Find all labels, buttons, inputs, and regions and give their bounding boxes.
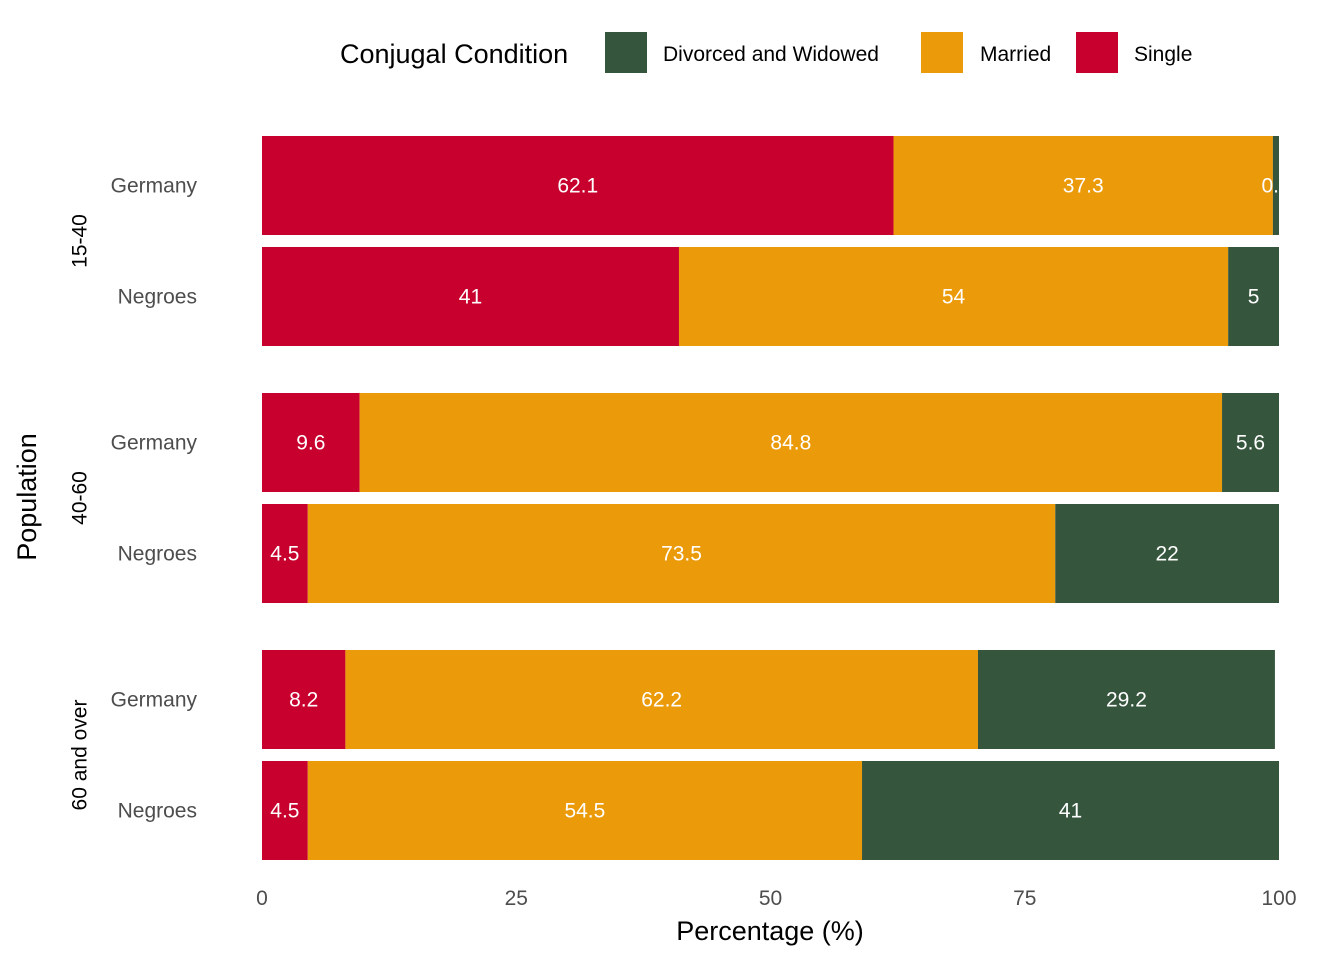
bar-label-60-and-over-germany-single: 8.2 <box>289 689 318 712</box>
plot-area: 62.1 37.3 0. 41 54 5 9.6 84.8 5.6 4.5 73.5 22 8.2 62.… <box>262 136 1279 860</box>
x-tick-0: 0 <box>256 887 268 910</box>
legend-label-divorced-and-widowed: Divorced and Widowed <box>663 43 879 66</box>
bar-60-and-over-negroes-single <box>262 761 308 860</box>
legend-label-single: Single <box>1134 43 1192 66</box>
bar-label-40-60-negroes-married: 73.5 <box>661 543 702 566</box>
y-axis: 15-40 Germany Negroes 40-60 Germany Negroes 60… <box>68 175 197 823</box>
bar-label-15-40-negroes-single: 41 <box>459 286 482 309</box>
x-tick-100: 100 <box>1261 887 1296 910</box>
bar-60-and-over-germany-single <box>262 650 346 749</box>
bar-label-60-and-over-negroes-divorced-and-widowed: 41 <box>1059 800 1082 823</box>
bar-label-40-60-germany-divorced-and-widowed: 5.6 <box>1236 432 1265 455</box>
bar-15-40-germany-married <box>893 136 1273 235</box>
bar-40-60-germany-single <box>262 393 360 492</box>
category-label-40-60-negroes: Negroes <box>118 543 197 566</box>
legend-swatch-married <box>921 32 963 73</box>
category-label-40-60-germany: Germany <box>111 432 198 455</box>
legend-title: Conjugal Condition <box>340 39 568 69</box>
bar-40-60-negroes-single <box>262 504 308 603</box>
bar-15-40-negroes-single <box>262 247 679 346</box>
bar-60-and-over-germany-married <box>345 650 978 749</box>
category-label-15-40-negroes: Negroes <box>118 286 197 309</box>
bar-label-15-40-germany-divorced-and-widowed: 0. <box>1261 175 1279 198</box>
group-label-15-40: 15-40 <box>68 214 91 268</box>
bar-60-and-over-germany-divorced-and-widowed <box>977 650 1275 749</box>
bar-label-60-and-over-negroes-single: 4.5 <box>270 800 299 823</box>
category-label-60-and-over-negroes: Negroes <box>118 800 197 823</box>
bar-label-40-60-germany-single: 9.6 <box>296 432 325 455</box>
bar-label-15-40-germany-married: 37.3 <box>1063 175 1104 198</box>
bar-label-60-and-over-negroes-married: 54.5 <box>564 800 605 823</box>
x-tick-50: 50 <box>759 887 782 910</box>
bar-60-and-over-negroes-divorced-and-widowed <box>862 761 1279 860</box>
x-tick-75: 75 <box>1013 887 1036 910</box>
group-label-40-60: 40-60 <box>68 471 91 525</box>
legend: Conjugal Condition Divorced and Widowed M… <box>340 32 1192 73</box>
x-axis: 0 25 50 75 100 <box>256 887 1296 910</box>
bar-label-15-40-negroes-divorced-and-widowed: 5 <box>1248 286 1260 309</box>
bar-15-40-germany-divorced-and-widowed <box>1272 136 1279 235</box>
x-tick-25: 25 <box>505 887 528 910</box>
group-label-60-and-over: 60 and over <box>68 700 91 811</box>
legend-swatch-single <box>1076 32 1118 73</box>
category-label-60-and-over-germany: Germany <box>111 689 198 712</box>
bar-label-40-60-germany-married: 84.8 <box>770 432 811 455</box>
bar-label-15-40-germany-single: 62.1 <box>557 175 598 198</box>
legend-swatch-divorced-and-widowed <box>605 32 647 73</box>
bar-40-60-germany-married <box>359 393 1223 492</box>
bar-40-60-germany-divorced-and-widowed <box>1222 393 1279 492</box>
bar-label-15-40-negroes-married: 54 <box>942 286 966 309</box>
bar-15-40-negroes-married <box>678 247 1229 346</box>
y-axis-title: Population <box>12 433 42 561</box>
bar-label-60-and-over-germany-divorced-and-widowed: 29.2 <box>1106 689 1147 712</box>
x-axis-title: Percentage (%) <box>676 916 864 946</box>
bar-15-40-germany-single <box>262 136 894 235</box>
bar-label-40-60-negroes-single: 4.5 <box>270 543 299 566</box>
category-label-15-40-germany: Germany <box>111 175 198 198</box>
bar-15-40-negroes-divorced-and-widowed <box>1228 247 1279 346</box>
legend-label-married: Married <box>980 43 1051 66</box>
bar-40-60-negroes-married <box>307 504 1056 603</box>
bar-40-60-negroes-divorced-and-widowed <box>1055 504 1279 603</box>
bar-60-and-over-negroes-married <box>307 761 863 860</box>
bar-label-40-60-negroes-divorced-and-widowed: 22 <box>1155 543 1178 566</box>
bar-label-60-and-over-germany-married: 62.2 <box>641 689 682 712</box>
